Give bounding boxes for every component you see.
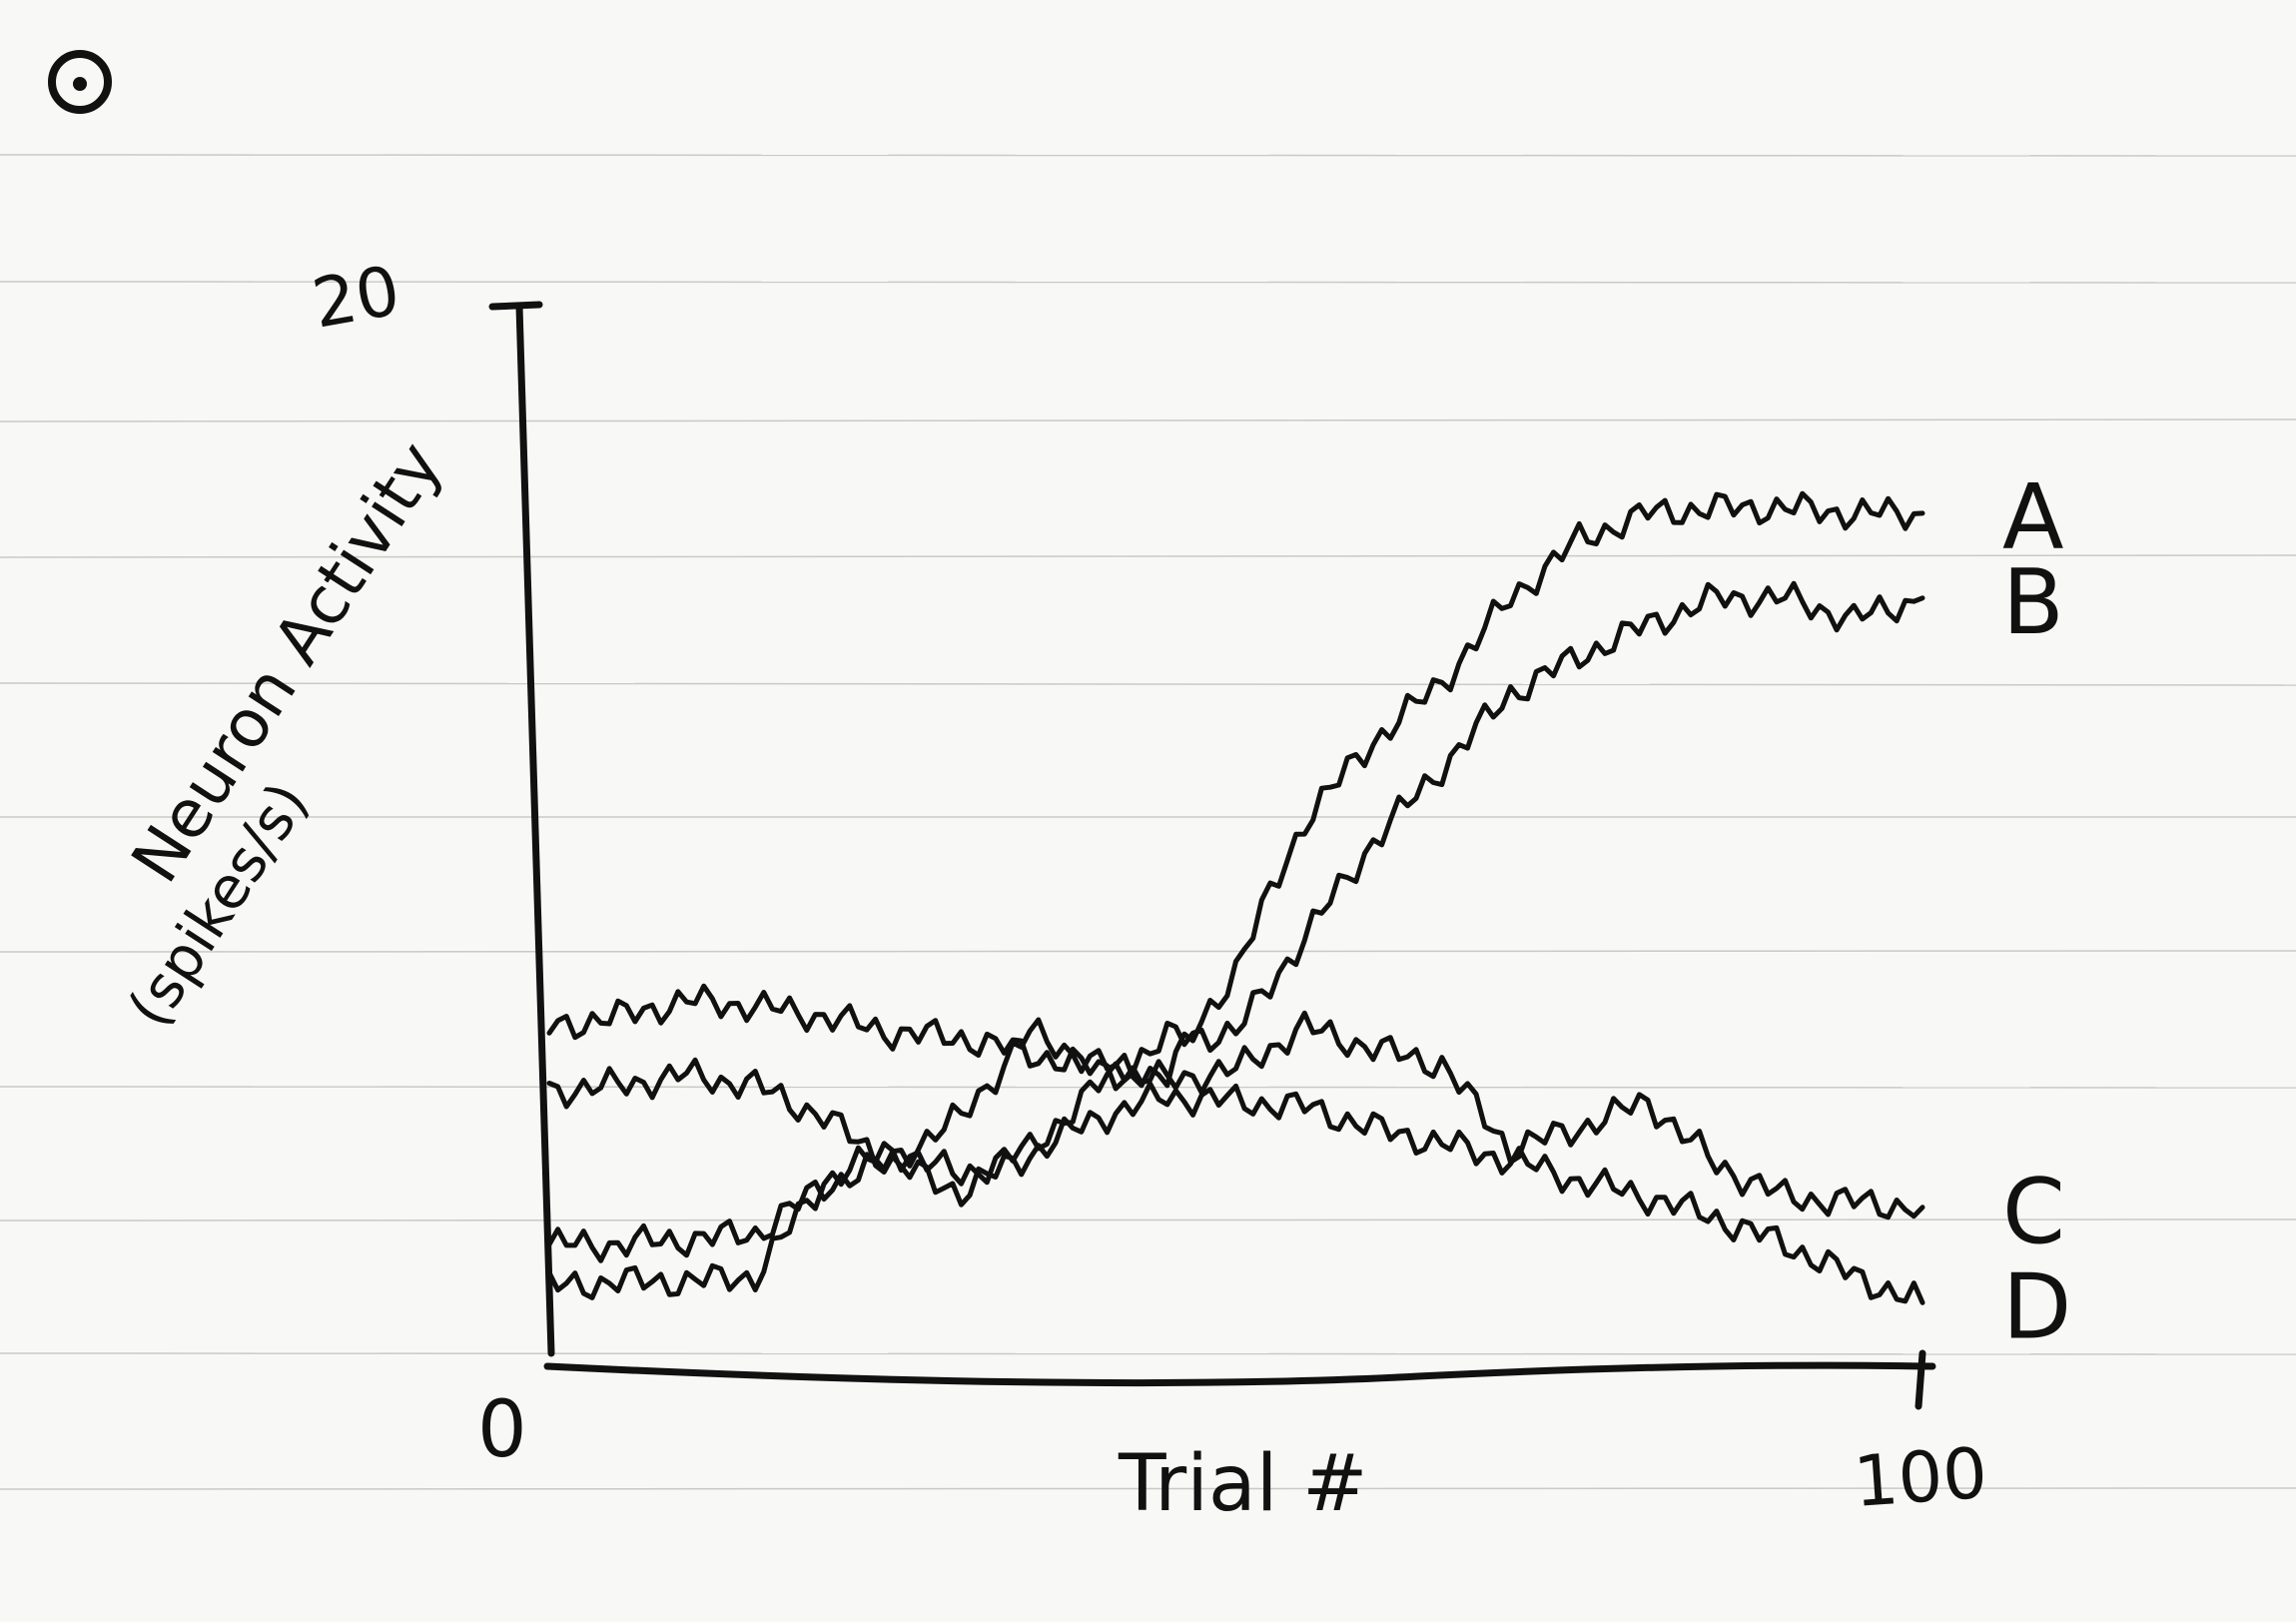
y-axis-top-tick xyxy=(488,301,543,311)
series-line-c xyxy=(546,983,1925,1220)
series-line-b xyxy=(546,580,1925,1300)
series-label-b: B xyxy=(2002,550,2064,655)
ruled-lines xyxy=(0,154,2296,1490)
series-label-d: D xyxy=(2002,1254,2071,1359)
ruled-line xyxy=(0,950,2296,953)
series-line-a xyxy=(546,490,1925,1263)
series-line-d xyxy=(546,1057,1925,1305)
ruled-line xyxy=(0,1487,2296,1490)
x-tick-label-max: 100 xyxy=(1851,1432,1989,1523)
series-label-c: C xyxy=(2002,1160,2065,1264)
series-lines xyxy=(546,490,1925,1305)
ruled-line xyxy=(0,682,2296,686)
ruled-line xyxy=(0,281,2296,284)
ruled-line xyxy=(0,154,2296,157)
series-label-a: A xyxy=(2002,465,2064,570)
ruled-line xyxy=(0,1218,2296,1221)
ruled-line xyxy=(0,1352,2296,1355)
circled-dot-icon xyxy=(48,50,112,114)
y-axis-line xyxy=(515,303,555,1357)
x-axis-line xyxy=(543,1361,1936,1387)
series-labels: AB CD xyxy=(2002,465,2071,1359)
ruled-line xyxy=(0,418,2296,422)
y-tick-label-max: 20 xyxy=(307,252,405,345)
x-tick-label-min: 0 xyxy=(477,1385,527,1475)
x-axis-label: Trial # xyxy=(1118,1439,1368,1529)
axes xyxy=(488,301,1936,1410)
x-axis-end-tick xyxy=(1914,1349,1926,1410)
ruled-line xyxy=(0,554,2296,558)
